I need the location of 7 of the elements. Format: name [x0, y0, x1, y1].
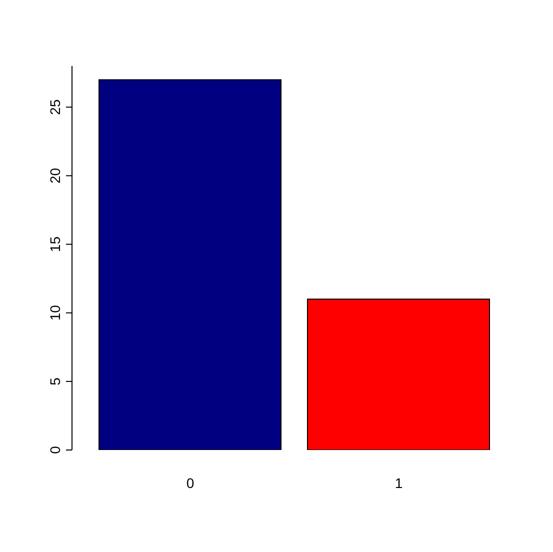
y-tick-label: 25: [47, 99, 63, 115]
y-tick-label: 0: [47, 446, 63, 454]
x-tick-label: 1: [394, 474, 403, 491]
y-tick-label: 10: [47, 304, 63, 321]
y-tick-label: 5: [47, 377, 63, 386]
y-tick-label: 15: [47, 236, 63, 252]
y-tick-label: 20: [47, 168, 63, 184]
